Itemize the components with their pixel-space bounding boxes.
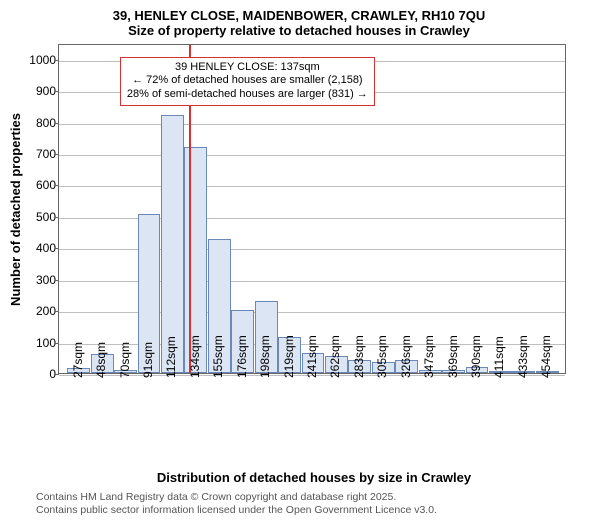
footer-attribution: Contains HM Land Registry data © Crown c… — [36, 491, 592, 517]
y-tick-label: 700 — [36, 147, 56, 161]
x-tick-label: 219sqm — [282, 335, 296, 378]
x-tick-label: 27sqm — [71, 342, 85, 378]
callout-line2: ← 72% of detached houses are smaller (2,… — [127, 74, 368, 88]
x-tick-row: 27sqm48sqm70sqm91sqm112sqm134sqm155sqm17… — [58, 374, 566, 422]
x-tick-label: 112sqm — [164, 336, 178, 378]
footer-line-2: Contains public sector information licen… — [36, 504, 592, 517]
gridline — [59, 312, 565, 313]
x-tick-label: 283sqm — [352, 335, 366, 378]
gridline — [59, 218, 565, 219]
chart-subtitle: Size of property relative to detached ho… — [6, 23, 592, 38]
x-tick-label: 454sqm — [539, 335, 553, 378]
chart-container: 39, HENLEY CLOSE, MAIDENBOWER, CRAWLEY, … — [0, 0, 600, 521]
y-tick-label: 800 — [36, 116, 56, 130]
x-tick-label: 326sqm — [399, 335, 413, 378]
y-axis-label: Number of detached properties — [8, 113, 23, 306]
gridline — [59, 124, 565, 125]
x-tick-label: 390sqm — [469, 335, 483, 378]
gridline — [59, 281, 565, 282]
x-axis-label: Distribution of detached houses by size … — [36, 470, 592, 485]
y-tick-label: 500 — [36, 210, 56, 224]
x-tick-label: 155sqm — [211, 335, 225, 378]
callout-line1: 39 HENLEY CLOSE: 137sqm — [127, 61, 368, 75]
histogram-bar — [161, 115, 184, 373]
y-tick-label: 900 — [36, 84, 56, 98]
footer-line-1: Contains HM Land Registry data © Crown c… — [36, 491, 592, 504]
callout-box: 39 HENLEY CLOSE: 137sqm← 72% of detached… — [120, 57, 375, 106]
y-tick-label: 100 — [36, 336, 56, 350]
y-tick-label: 400 — [36, 241, 56, 255]
gridline — [59, 186, 565, 187]
y-tick-column: 01002003004005006007008009001000 — [24, 44, 58, 374]
y-tick-label: 200 — [36, 304, 56, 318]
x-tick-label: 48sqm — [94, 342, 108, 378]
y-tick-label: 300 — [36, 273, 56, 287]
x-tick-label: 305sqm — [375, 335, 389, 378]
x-tick-label: 262sqm — [328, 335, 342, 378]
gridline — [59, 249, 565, 250]
chart-title: 39, HENLEY CLOSE, MAIDENBOWER, CRAWLEY, … — [6, 8, 592, 23]
callout-line3: 28% of semi-detached houses are larger (… — [127, 88, 368, 102]
x-tick-label: 369sqm — [446, 335, 460, 378]
x-tick-label: 134sqm — [188, 335, 202, 378]
gridline — [59, 155, 565, 156]
x-tick-label: 347sqm — [422, 335, 436, 378]
plot-row: Number of detached properties 0100200300… — [6, 44, 592, 374]
y-tick-label: 1000 — [29, 53, 56, 67]
ylabel-column: Number of detached properties — [6, 44, 24, 374]
x-tick-label: 176sqm — [235, 335, 249, 378]
plot-area: 39 HENLEY CLOSE: 137sqm← 72% of detached… — [58, 44, 566, 374]
x-tick-label: 70sqm — [118, 342, 132, 378]
x-tick-label: 198sqm — [258, 335, 272, 378]
x-tick-label: 433sqm — [516, 335, 530, 378]
y-tick-label: 600 — [36, 178, 56, 192]
x-tick-label: 91sqm — [141, 342, 155, 378]
x-tick-label: 411sqm — [492, 336, 506, 378]
x-tick-label: 241sqm — [305, 335, 319, 378]
